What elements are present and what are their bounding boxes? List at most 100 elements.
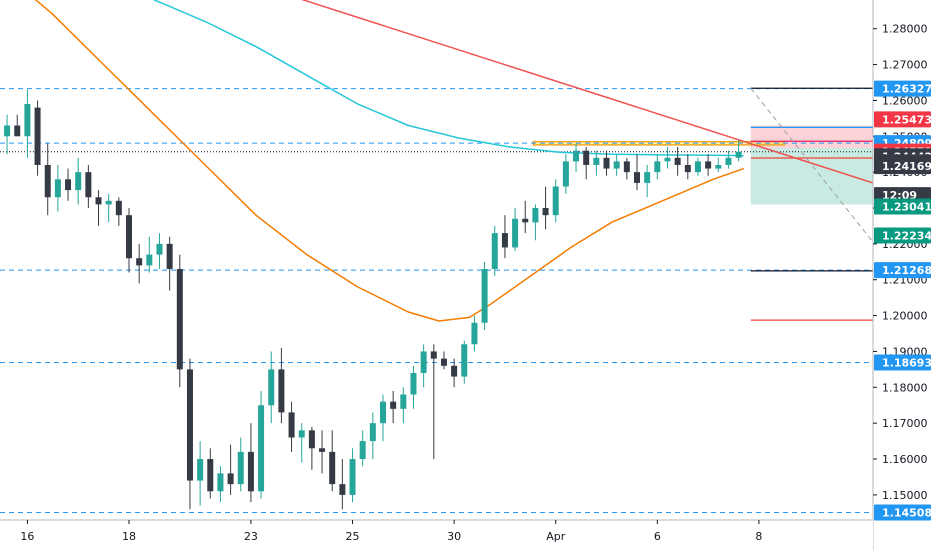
candle-body[interactable]: [542, 208, 549, 216]
candle-body[interactable]: [552, 186, 559, 216]
candle-body[interactable]: [725, 157, 732, 165]
plot-area[interactable]: 1(1.26339)0.786(1.25249)0.71(1.24862)0.6…: [0, 0, 932, 514]
candle-body[interactable]: [197, 459, 204, 481]
candle-body[interactable]: [207, 459, 214, 492]
time-tick-label: 30: [447, 530, 461, 543]
candle-body[interactable]: [583, 150, 590, 165]
candle-body[interactable]: [329, 451, 336, 485]
price-tick-label: 1.18000: [882, 381, 928, 394]
candle-body[interactable]: [24, 104, 31, 137]
candle-body[interactable]: [44, 164, 51, 198]
price-tick-label: 1.15000: [882, 489, 928, 502]
price-badge: [874, 198, 931, 215]
fib-trend-line[interactable]: [750, 87, 896, 271]
candle-body[interactable]: [694, 161, 701, 173]
price-badge: [874, 504, 931, 521]
candle-body[interactable]: [735, 151, 742, 158]
candle-body[interactable]: [136, 258, 143, 266]
time-tick-label: 23: [244, 530, 258, 543]
candle-body[interactable]: [319, 448, 326, 452]
candle-body[interactable]: [85, 172, 92, 198]
candle-body[interactable]: [247, 451, 254, 492]
candle-body[interactable]: [54, 179, 61, 198]
candle-body[interactable]: [573, 150, 580, 162]
candle-body[interactable]: [176, 268, 183, 370]
candle-body[interactable]: [237, 451, 244, 485]
candle-body[interactable]: [715, 164, 722, 169]
candle-body[interactable]: [186, 369, 193, 481]
candle-body[interactable]: [593, 157, 600, 165]
slow-moving-average-line: [152, 0, 744, 157]
candle-body[interactable]: [603, 157, 610, 169]
candle-body[interactable]: [410, 372, 417, 395]
candle-body[interactable]: [380, 401, 386, 424]
candle-body[interactable]: [105, 200, 112, 205]
time-tick-label: 6: [654, 530, 661, 543]
candle-body[interactable]: [644, 172, 651, 183]
price-tick-label: 1.16000: [882, 453, 928, 466]
candle-body[interactable]: [634, 172, 640, 183]
time-axis-background: [0, 520, 873, 550]
candle-body[interactable]: [430, 351, 437, 359]
candle-body[interactable]: [288, 412, 295, 438]
time-tick-label: 8: [755, 530, 762, 543]
price-badge-label: 1.14508: [882, 507, 932, 520]
candle-body[interactable]: [654, 161, 661, 173]
resistance-trendline[interactable]: [226, 0, 907, 194]
candle-body[interactable]: [258, 405, 265, 492]
candle-body[interactable]: [156, 243, 163, 255]
candle-body[interactable]: [14, 125, 21, 137]
candle-body[interactable]: [613, 161, 620, 169]
price-badge-label: 1.22234: [882, 229, 932, 242]
candle-body[interactable]: [501, 233, 508, 248]
candle-body[interactable]: [623, 161, 630, 173]
candle-body[interactable]: [440, 358, 447, 366]
candle-body[interactable]: [278, 369, 285, 413]
time-tick-label: 25: [346, 530, 360, 543]
candle-body[interactable]: [532, 208, 539, 223]
candle-body[interactable]: [65, 179, 72, 191]
candle-body[interactable]: [95, 197, 102, 205]
price-badge-label: 1.23041: [882, 201, 932, 214]
time-axis[interactable]: 16 18 23 25 30 Apr 6 8: [0, 519, 873, 550]
candle-body[interactable]: [674, 157, 681, 165]
candle-body[interactable]: [75, 172, 82, 191]
candle-body[interactable]: [34, 107, 41, 165]
candle-body[interactable]: [166, 243, 173, 269]
candle-body[interactable]: [4, 125, 11, 137]
candle-body[interactable]: [268, 369, 275, 406]
candle-body[interactable]: [349, 459, 356, 495]
candle-body[interactable]: [420, 351, 427, 373]
candle-body[interactable]: [684, 164, 691, 173]
candle-body[interactable]: [562, 161, 569, 187]
price-axis[interactable]: 1.280001.270001.260001.250001.240001.230…: [872, 0, 932, 550]
candle-body[interactable]: [461, 344, 468, 377]
candle-body[interactable]: [481, 268, 488, 323]
candle-body[interactable]: [146, 254, 153, 266]
price-tick-label: 1.28000: [882, 23, 928, 36]
candle-body[interactable]: [339, 484, 346, 495]
candle-body[interactable]: [664, 157, 671, 162]
candle-body[interactable]: [298, 430, 305, 438]
candle-body[interactable]: [115, 200, 122, 216]
candle-body[interactable]: [400, 394, 407, 409]
candle-body[interactable]: [227, 473, 234, 485]
price-badge-label: 1.18693: [882, 356, 932, 369]
candle-body[interactable]: [369, 423, 376, 442]
candle-body[interactable]: [512, 218, 519, 248]
price-tick-label: 1.27000: [882, 59, 928, 72]
candle-body[interactable]: [491, 233, 498, 269]
price-badge-label: 1.21268: [882, 264, 932, 277]
candle-body[interactable]: [359, 441, 366, 460]
candle-body[interactable]: [471, 322, 478, 345]
price-badge: [874, 354, 931, 371]
candle-body[interactable]: [217, 473, 224, 492]
candle-body[interactable]: [308, 430, 315, 449]
candle-body[interactable]: [126, 215, 132, 259]
candle-body[interactable]: [451, 365, 458, 377]
position-stop-zone[interactable]: [750, 125, 896, 149]
candle-body[interactable]: [522, 218, 529, 223]
candle-body[interactable]: [390, 401, 397, 409]
candle-body[interactable]: [705, 161, 712, 169]
